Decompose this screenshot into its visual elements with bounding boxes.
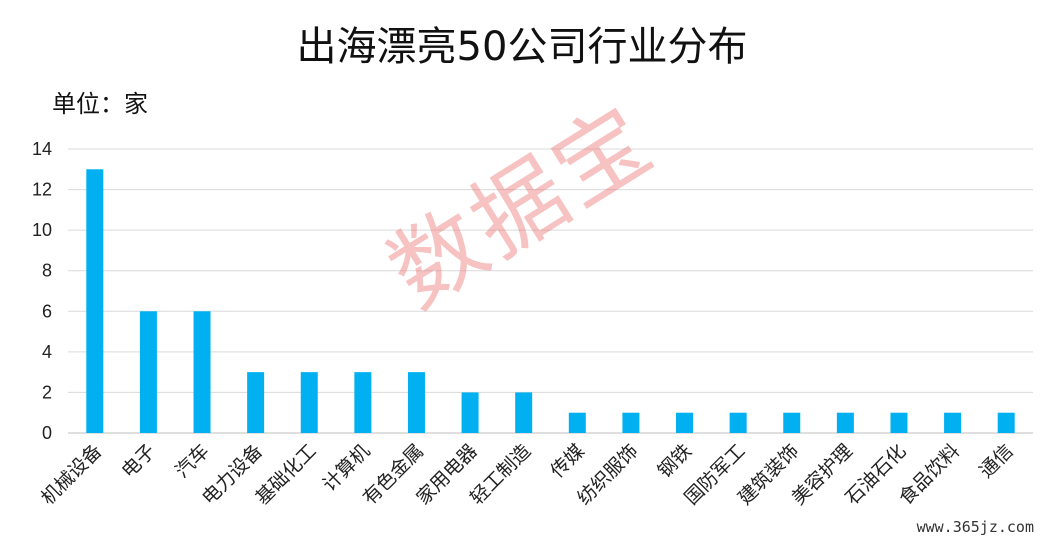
y-tick-label: 2 xyxy=(42,382,52,402)
x-category-label: 通信 xyxy=(975,440,1017,482)
x-category-label: 汽车 xyxy=(171,440,213,482)
bar xyxy=(515,392,533,433)
bars xyxy=(86,169,1015,434)
bar xyxy=(729,412,747,433)
x-category-label: 传媒 xyxy=(546,440,588,482)
y-tick-label: 14 xyxy=(32,139,52,159)
bar xyxy=(944,412,962,433)
bar xyxy=(568,412,586,433)
bar xyxy=(407,372,425,433)
gridlines xyxy=(68,148,1033,434)
y-tick-label: 8 xyxy=(42,261,52,281)
source-url: www.365jz.com xyxy=(916,518,1034,536)
bar xyxy=(890,412,908,433)
bar xyxy=(622,412,640,433)
y-tick-label: 0 xyxy=(42,423,52,443)
bar xyxy=(86,169,104,434)
bar xyxy=(461,392,479,433)
chart-title: 出海漂亮50公司行业分布 xyxy=(296,24,748,70)
x-category-label: 钢铁 xyxy=(654,440,696,482)
y-tick-label: 10 xyxy=(32,220,52,240)
y-tick-label: 12 xyxy=(32,180,52,200)
bar xyxy=(300,372,318,433)
x-category-label: 电子 xyxy=(118,440,160,482)
y-axis-ticks: 0 2 4 6 8 10 12 14 xyxy=(32,139,52,443)
bar xyxy=(836,412,854,433)
bar xyxy=(676,412,694,433)
bar xyxy=(247,372,265,433)
bar xyxy=(193,311,211,433)
bar xyxy=(139,311,157,433)
bar xyxy=(997,412,1015,433)
bar xyxy=(354,372,372,433)
unit-label: 单位：家 xyxy=(52,90,148,118)
y-tick-label: 6 xyxy=(42,301,52,321)
bar xyxy=(783,412,801,433)
x-category-label: 机械设备 xyxy=(37,440,106,509)
y-tick-label: 4 xyxy=(42,342,52,362)
